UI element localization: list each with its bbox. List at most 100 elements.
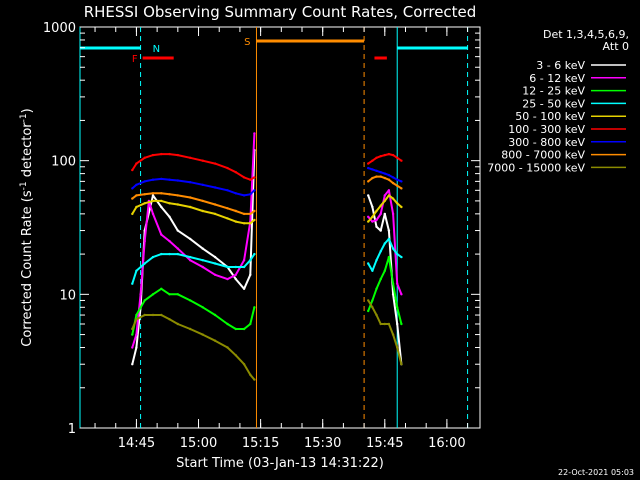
series-point-5 <box>176 203 179 206</box>
series-point-1 <box>396 322 399 326</box>
series-point-7 <box>391 176 395 179</box>
series-point-8 <box>176 194 179 197</box>
series-point-7 <box>375 169 378 172</box>
series-point-3 <box>226 322 229 326</box>
series-point-8 <box>249 212 252 216</box>
legend-header-detectors: Det 1,3,4,5,6,9, <box>543 28 629 41</box>
series-point-5 <box>396 202 399 205</box>
series-point-4 <box>201 259 204 262</box>
series-point-2 <box>242 259 246 262</box>
legend-entry-label: 6 - 12 keV <box>529 72 585 85</box>
series-point-5 <box>383 199 386 203</box>
legend-entry-label: 50 - 100 keV <box>515 110 585 123</box>
series-point-3 <box>371 299 374 302</box>
series-point-4 <box>151 255 155 259</box>
series-point-3 <box>135 313 138 317</box>
series-point-2 <box>213 273 217 276</box>
x-axis-label: Start Time (03-Jan-13 14:31:22) <box>176 456 384 471</box>
series-point-2 <box>201 265 204 269</box>
series-point-2 <box>375 218 378 222</box>
series-point-1 <box>249 273 252 276</box>
series-point-9 <box>396 346 399 349</box>
series-point-2 <box>379 212 382 216</box>
series-point-9 <box>400 363 403 366</box>
saa-flag-label: S <box>244 37 250 48</box>
series-point-1 <box>168 215 171 218</box>
series-point-4 <box>176 252 179 256</box>
series-point-9 <box>226 346 229 349</box>
series-point-8 <box>367 180 370 183</box>
series-point-6 <box>371 159 374 162</box>
series-point-3 <box>387 255 391 259</box>
series-point-3 <box>249 322 252 326</box>
series-point-6 <box>249 178 252 181</box>
series-point-2 <box>135 333 138 336</box>
series-point-1 <box>131 363 134 366</box>
series-point-4 <box>387 237 391 241</box>
legend-entry-label: 3 - 6 keV <box>536 59 585 72</box>
series-point-9 <box>379 322 382 326</box>
series-point-4 <box>131 282 134 285</box>
series-point-2 <box>234 273 237 276</box>
series-point-7 <box>234 192 237 195</box>
series-point-8 <box>226 207 229 210</box>
series-point-2 <box>371 220 374 223</box>
legend-entry-label: 12 - 25 keV <box>522 85 585 98</box>
series-point-5 <box>168 202 171 205</box>
series-point-6 <box>213 162 217 165</box>
series-point-1 <box>391 293 395 296</box>
flare-flag-label: F <box>132 54 138 65</box>
series-point-6 <box>151 153 155 157</box>
series-point-3 <box>176 293 179 296</box>
y-axis-label-sup: -1 <box>19 181 29 190</box>
series-point-8 <box>131 197 134 200</box>
series-point-5 <box>242 222 246 225</box>
series-point-6 <box>131 168 134 172</box>
series-point-3 <box>131 333 134 336</box>
series-point-1 <box>151 194 155 197</box>
x-tick-label: 15:15 <box>242 436 279 451</box>
series-point-8 <box>234 209 237 213</box>
flag-layer: N F S <box>79 27 469 428</box>
series-point-6 <box>201 159 204 162</box>
series-point-7 <box>253 189 256 192</box>
x-tick-label: 14:45 <box>118 436 155 451</box>
series-point-9 <box>367 299 370 302</box>
series-point-3 <box>160 287 163 290</box>
series-point-8 <box>213 203 217 206</box>
y-axis-label-mid: detector <box>20 122 35 182</box>
series-point-6 <box>143 156 146 159</box>
series-point-8 <box>135 194 138 197</box>
series-point-5 <box>387 194 391 197</box>
series-point-1 <box>189 237 192 241</box>
series-point-2 <box>367 215 370 218</box>
series-point-5 <box>131 212 134 216</box>
series-point-6 <box>160 152 163 156</box>
series-point-9 <box>371 306 374 309</box>
series-point-4 <box>383 242 386 245</box>
series-point-8 <box>379 175 382 178</box>
series-point-1 <box>379 229 382 232</box>
series-point-7 <box>135 183 138 186</box>
series-point-2 <box>139 293 142 296</box>
series-point-7 <box>151 178 155 181</box>
series-point-5 <box>391 197 395 200</box>
series-point-9 <box>201 333 204 336</box>
series-point-8 <box>201 199 204 203</box>
series-point-1 <box>176 229 179 232</box>
series-point-1 <box>371 205 374 209</box>
series-point-3 <box>213 313 217 317</box>
series-point-7 <box>168 178 171 181</box>
series-point-7 <box>249 193 252 196</box>
series-point-2 <box>387 189 391 192</box>
series-point-7 <box>400 180 403 183</box>
series-point-6 <box>400 159 403 162</box>
series-point-4 <box>143 262 146 265</box>
series-point-9 <box>213 339 217 342</box>
series-point-8 <box>151 192 155 195</box>
series-point-3 <box>151 293 155 296</box>
series-point-5 <box>400 205 403 209</box>
series-point-3 <box>143 299 146 302</box>
series-point-2 <box>391 212 395 216</box>
